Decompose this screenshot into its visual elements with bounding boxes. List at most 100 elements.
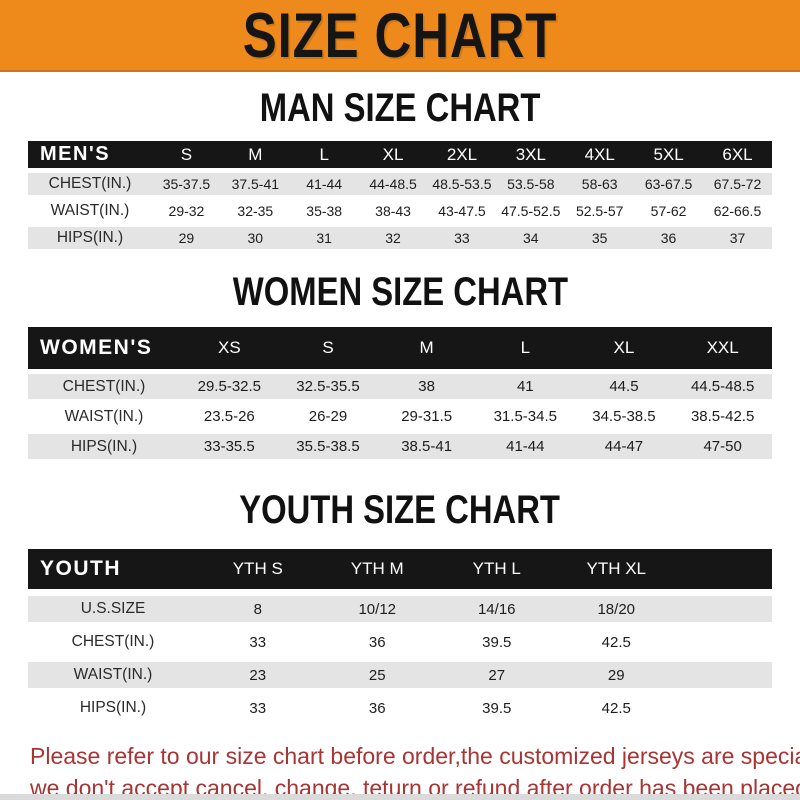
- size-value: 37: [703, 227, 772, 249]
- size-value: 29-31.5: [377, 404, 476, 429]
- size-value: 23.5-26: [180, 404, 279, 429]
- size-value: 18/20: [556, 596, 676, 622]
- size-value: 47-50: [673, 434, 772, 459]
- size-value: 38: [377, 374, 476, 399]
- size-value: 53.5-58: [496, 173, 566, 195]
- column-header: YTH S: [198, 549, 318, 589]
- size-value: 44-48.5: [358, 173, 428, 195]
- column-header: 2XL: [427, 141, 497, 168]
- size-value: 33-35.5: [180, 434, 279, 459]
- table-row: CHEST(IN.) 35-37.5 37.5-41 41-44 44-48.5 48.5…: [28, 173, 772, 195]
- column-header: YTH XL: [556, 549, 676, 589]
- row-label: HIPS(IN.): [28, 695, 198, 721]
- size-value: 37.5-41: [220, 173, 290, 195]
- size-value: 41-44: [475, 434, 575, 459]
- header-filler: [676, 549, 772, 589]
- table-row: HIPS(IN.) 33 36 39.5 42.5: [28, 695, 772, 721]
- section-heading-men: MAN SIZE CHART: [0, 88, 800, 128]
- size-value: 33: [427, 227, 497, 249]
- size-value: 23: [198, 662, 318, 688]
- size-value: 62-66.5: [703, 200, 772, 222]
- size-value: 34: [496, 227, 566, 249]
- table-label: MEN'S: [28, 141, 152, 168]
- row-filler: [676, 662, 772, 688]
- size-value: 41: [475, 374, 575, 399]
- size-value: 33: [198, 629, 318, 655]
- row-filler: [676, 629, 772, 655]
- size-value: 33: [198, 695, 318, 721]
- column-header: XS: [180, 327, 279, 369]
- column-header: XXL: [673, 327, 772, 369]
- table-label: YOUTH: [28, 549, 198, 589]
- row-label: CHEST(IN.): [28, 173, 152, 195]
- row-label: U.S.SIZE: [28, 596, 198, 622]
- size-value: 67.5-72: [703, 173, 772, 195]
- column-header: 4XL: [565, 141, 635, 168]
- column-header: M: [220, 141, 290, 168]
- row-filler: [676, 695, 772, 721]
- section-women: WOMEN SIZE CHART WOMEN'S XS S M L XL XXL CHEST(I…: [0, 272, 800, 464]
- column-header: M: [377, 327, 476, 369]
- size-value: 38.5-41: [377, 434, 476, 459]
- size-value: 38.5-42.5: [673, 404, 772, 429]
- size-value: 32-35: [220, 200, 290, 222]
- size-value: 25: [317, 662, 437, 688]
- header-row: WOMEN'S XS S M L XL XXL: [28, 327, 772, 369]
- row-filler: [676, 596, 772, 622]
- size-value: 35: [565, 227, 635, 249]
- banner-title: SIZE CHART: [242, 0, 558, 71]
- size-value: 57-62: [634, 200, 703, 222]
- size-value: 35-37.5: [152, 173, 221, 195]
- size-table-head: YOUTH YTH S YTH M YTH L YTH XL: [28, 549, 772, 589]
- size-chart-sections: MAN SIZE CHART MEN'S S M L XL 2XL 3XL 4XL 5XL 6XL C…: [0, 88, 800, 728]
- row-label: CHEST(IN.): [28, 374, 180, 399]
- size-value: 63-67.5: [634, 173, 703, 195]
- table-row: WAIST(IN.) 29-32 32-35 35-38 38-43 43-47.5 47.…: [28, 200, 772, 222]
- size-table-body: CHEST(IN.) 29.5-32.5 32.5-35.5 38 41 44.5 44.5…: [28, 374, 772, 459]
- size-value: 29: [556, 662, 676, 688]
- size-value: 30: [220, 227, 290, 249]
- size-value: 44.5: [574, 374, 674, 399]
- size-value: 29: [152, 227, 221, 249]
- size-value: 39.5: [437, 629, 557, 655]
- column-header: 6XL: [703, 141, 772, 168]
- column-header: 5XL: [634, 141, 703, 168]
- size-value: 36: [317, 695, 437, 721]
- table-row: CHEST(IN.) 29.5-32.5 32.5-35.5 38 41 44.5 44.5…: [28, 374, 772, 399]
- column-header: L: [475, 327, 575, 369]
- column-header: XL: [358, 141, 428, 168]
- size-table-head: WOMEN'S XS S M L XL XXL: [28, 327, 772, 369]
- size-value: 26-29: [278, 404, 378, 429]
- size-value: 34.5-38.5: [574, 404, 674, 429]
- column-header: YTH L: [437, 549, 557, 589]
- row-label: WAIST(IN.): [28, 200, 152, 222]
- size-value: 43-47.5: [427, 200, 497, 222]
- size-value: 31.5-34.5: [475, 404, 575, 429]
- size-value: 47.5-52.5: [496, 200, 566, 222]
- header-row: YOUTH YTH S YTH M YTH L YTH XL: [28, 549, 772, 589]
- size-table-men: MEN'S S M L XL 2XL 3XL 4XL 5XL 6XL CHEST(IN.) 35-37…: [28, 136, 772, 254]
- size-value: 48.5-53.5: [427, 173, 497, 195]
- header-row: MEN'S S M L XL 2XL 3XL 4XL 5XL 6XL: [28, 141, 772, 168]
- table-row: CHEST(IN.) 33 36 39.5 42.5: [28, 629, 772, 655]
- size-value: 10/12: [317, 596, 437, 622]
- table-row: WAIST(IN.) 23 25 27 29: [28, 662, 772, 688]
- section-heading-text: MAN SIZE CHART: [259, 86, 541, 130]
- size-value: 35.5-38.5: [278, 434, 378, 459]
- section-heading-text: YOUTH SIZE CHART: [239, 488, 561, 532]
- size-value: 42.5: [556, 695, 676, 721]
- section-heading-text: WOMEN SIZE CHART: [232, 270, 568, 314]
- notice-line-1: Please refer to our size chart before or…: [30, 743, 800, 769]
- column-header: S: [278, 327, 378, 369]
- column-header: XL: [574, 327, 674, 369]
- size-value: 42.5: [556, 629, 676, 655]
- size-table-youth: YOUTH YTH S YTH M YTH L YTH XL U.S.SIZE 8 10/12…: [28, 542, 772, 728]
- footer-notice: Please refer to our size chart before or…: [30, 740, 800, 800]
- size-value: 39.5: [437, 695, 557, 721]
- size-value: 27: [437, 662, 557, 688]
- row-label: CHEST(IN.): [28, 629, 198, 655]
- size-value: 44-47: [574, 434, 674, 459]
- size-value: 36: [634, 227, 703, 249]
- size-table-body: CHEST(IN.) 35-37.5 37.5-41 41-44 44-48.5 48.5…: [28, 173, 772, 249]
